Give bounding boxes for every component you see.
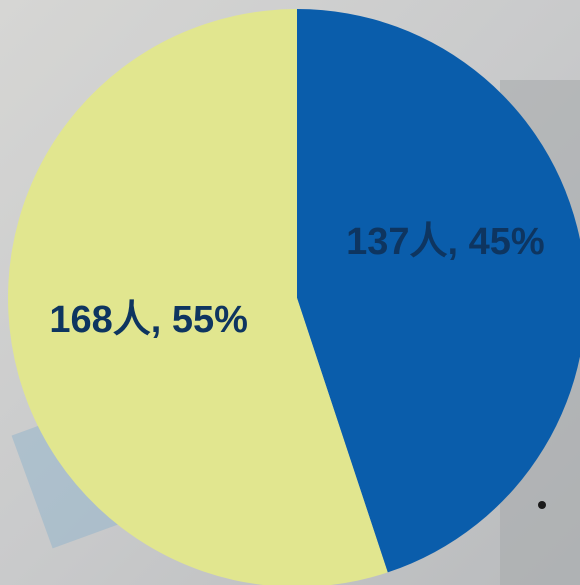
data-label: 137人, 45% bbox=[346, 221, 545, 263]
bullet-dot bbox=[538, 501, 546, 509]
data-label: 168人, 55% bbox=[49, 299, 248, 341]
page: 137人, 45%168人, 55% (() => { const data =… bbox=[0, 0, 580, 585]
chart: 137人, 45% 168人, 55% bbox=[0, 0, 580, 585]
